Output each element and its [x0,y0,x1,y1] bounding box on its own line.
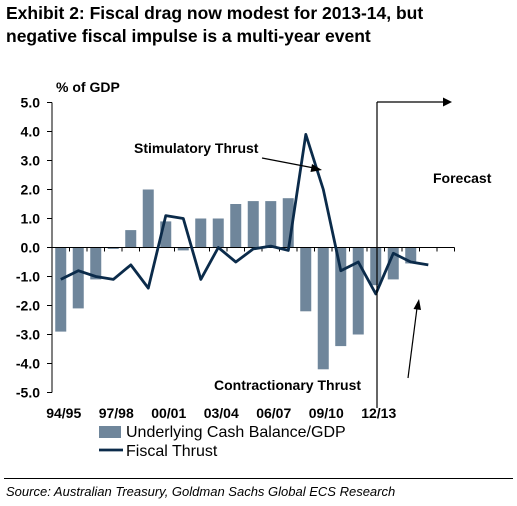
legend-swatch-bar [99,426,121,438]
fiscal-thrust-line [60,132,429,296]
x-tick-label: 97/98 [99,405,134,421]
bar [282,198,294,248]
bar [125,230,137,248]
x-tick-label: 12/13 [361,405,396,421]
legend: Underlying Cash Balance/GDP Fiscal Thrust [99,424,346,460]
y-tick-label: 4.0 [21,124,41,140]
y-tick-label: 3.0 [21,153,41,169]
line-series [60,132,429,296]
contractionary-label: Contractionary Thrust [214,377,361,393]
forecast-label: Forecast [433,170,492,186]
bar [230,204,242,248]
legend-label-line: Fiscal Thrust [126,443,218,460]
forecast-arrow-head [443,97,452,107]
stimulatory-label: Stimulatory Thrust [134,140,259,156]
axes: 5.0 4.0 3.0 2.0 1.0 0.0 -1.0 -2.0 -3.0 -4.0 -5.0 % … [16,79,455,421]
bar [317,247,329,370]
bar [160,221,172,248]
x-tick-label: 94/95 [46,405,81,421]
x-tick-label: 06/07 [256,405,291,421]
bar [107,247,119,249]
y-tick-label: -4.0 [16,356,40,372]
bar [195,218,207,248]
y-axis-title: % of GDP [56,79,120,95]
y-tick-label: -3.0 [16,327,40,343]
bar [387,247,399,280]
source-divider [4,478,513,479]
y-tick-label: 0.0 [21,240,41,256]
fiscal-chart: 5.0 4.0 3.0 2.0 1.0 0.0 -1.0 -2.0 -3.0 -4.0 -5.0 % … [16,79,492,460]
y-tick-label: -5.0 [16,385,40,401]
bar [177,247,189,251]
legend-label-bar: Underlying Cash Balance/GDP [126,424,346,441]
title-line-2: negative fiscal impulse is a multi-year … [6,26,371,46]
bar [142,189,154,248]
stimulatory-arrow-head [310,164,322,172]
bar [212,218,224,248]
x-tick-label: 03/04 [204,405,239,421]
x-tick-label: 00/01 [151,405,186,421]
contractionary-arrow-head [413,299,421,310]
bar [335,247,347,347]
y-tick-label: 1.0 [21,211,41,227]
y-tick-label: -1.0 [16,269,40,285]
bar [55,247,67,332]
y-tick-label: 5.0 [21,95,41,111]
bar [247,201,259,248]
annotations: Forecast Stimulatory Thrust Contractionary… [134,97,492,408]
bar [370,247,382,286]
title-line-1: Exhibit 2: Fiscal drag now modest for 20… [6,3,424,23]
source-note: Source: Australian Treasury, Goldman Sac… [6,484,396,499]
bar [300,247,312,312]
bar [352,247,364,335]
y-tick-label: 2.0 [21,182,41,198]
chart-title: Exhibit 2: Fiscal drag now modest for 20… [6,2,511,48]
y-tick-label: -2.0 [16,298,40,314]
bar-series [55,189,417,370]
bar [405,247,417,264]
bar [265,201,277,248]
bar [90,247,102,280]
x-tick-label: 09/10 [309,405,344,421]
stimulatory-arrow-shaft [261,157,315,169]
contractionary-arrow-shaft [407,307,418,379]
bar [72,247,84,309]
